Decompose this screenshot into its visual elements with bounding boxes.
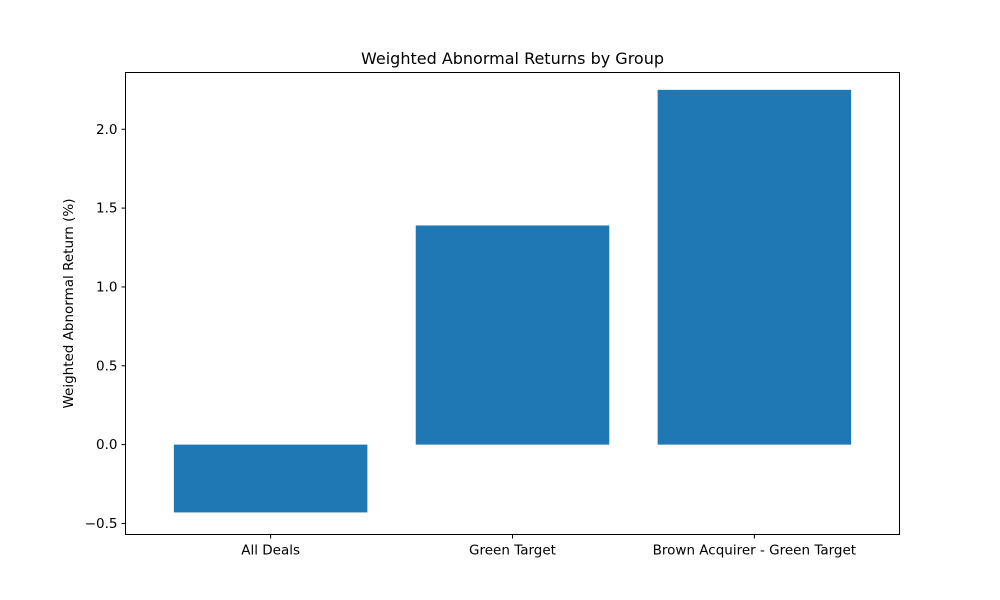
x-tick-label: Brown Acquirer - Green Target — [653, 543, 856, 559]
bars-group — [173, 89, 852, 513]
y-tick-label: 2.0 — [96, 122, 117, 138]
bar-2 — [657, 89, 852, 445]
x-axis: All Deals Green Target Brown Acquirer - Gr… — [241, 534, 856, 559]
chart-title: Weighted Abnormal Returns by Group — [361, 49, 664, 68]
y-axis: −0.5 0.0 0.5 1.0 1.5 2.0 — [85, 122, 126, 532]
x-tick-label: Green Target — [469, 543, 556, 559]
y-tick-label: 1.5 — [96, 201, 117, 217]
x-tick-label: All Deals — [241, 543, 300, 559]
plot-frame — [125, 72, 900, 535]
y-tick-label: −0.5 — [85, 516, 118, 532]
y-tick-label: 1.0 — [96, 279, 117, 295]
y-axis-label: Weighted Abnormal Return (%) — [61, 198, 77, 408]
y-tick-label: 0.5 — [96, 358, 117, 374]
bar-1 — [415, 225, 610, 445]
bar-0 — [173, 444, 368, 513]
y-tick-label: 0.0 — [96, 437, 117, 453]
